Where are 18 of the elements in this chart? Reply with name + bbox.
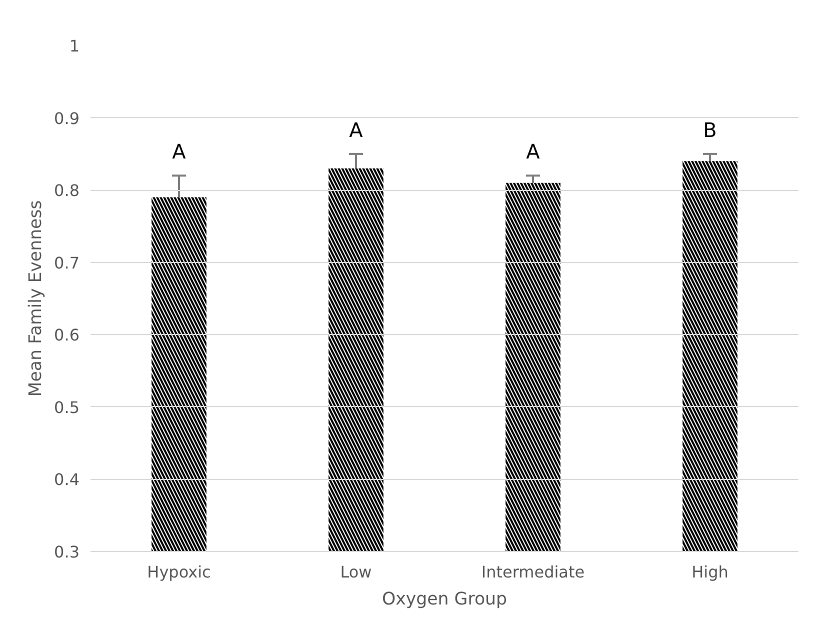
x-tick-label: High	[692, 562, 728, 582]
annotation: A	[349, 118, 364, 142]
y-tick-label: 0.3	[54, 542, 80, 562]
y-tick-label: 0.7	[54, 253, 80, 272]
annotation: A	[172, 140, 186, 164]
y-tick-label: 0.5	[54, 398, 80, 417]
y-tick-label: 0.8	[54, 181, 80, 200]
y-tick-label: 1	[69, 36, 80, 56]
x-tick-label: Hypoxic	[147, 562, 211, 582]
y-tick-label: 0.9	[54, 108, 80, 128]
y-tick-label: 0.6	[54, 326, 80, 345]
y-tick-label: 0.4	[54, 470, 80, 490]
x-tick-label: Low	[340, 562, 372, 582]
annotation: A	[526, 140, 540, 164]
y-axis-title: Mean Family Evenness	[26, 200, 46, 397]
annotation: B	[703, 118, 717, 142]
x-axis-title: Oxygen Group	[382, 590, 508, 610]
x-tick-label: Intermediate	[481, 562, 585, 582]
